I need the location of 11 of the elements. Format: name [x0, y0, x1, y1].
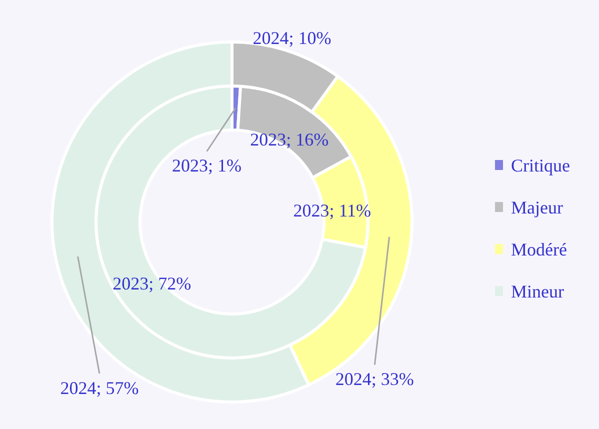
data-label: 2023; 72% — [112, 273, 192, 294]
legend-label: Majeur — [511, 197, 563, 218]
data-label: 2023; 11% — [293, 200, 372, 221]
data-label: 2024; 10% — [252, 28, 332, 48]
data-label: 2024; 57% — [60, 378, 139, 398]
data-label: 2023; 1% — [172, 156, 242, 176]
legend-label: Critique — [511, 155, 570, 176]
data-label: 2023; 16% — [250, 129, 329, 150]
legend-label: Mineur — [511, 281, 564, 302]
data-label: 2024; 33% — [335, 369, 414, 390]
legend-label: Modéré — [511, 239, 567, 260]
